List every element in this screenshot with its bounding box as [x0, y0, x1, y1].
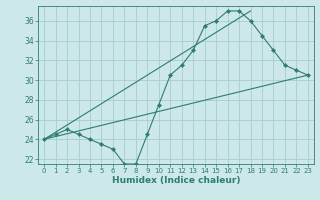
- X-axis label: Humidex (Indice chaleur): Humidex (Indice chaleur): [112, 176, 240, 185]
